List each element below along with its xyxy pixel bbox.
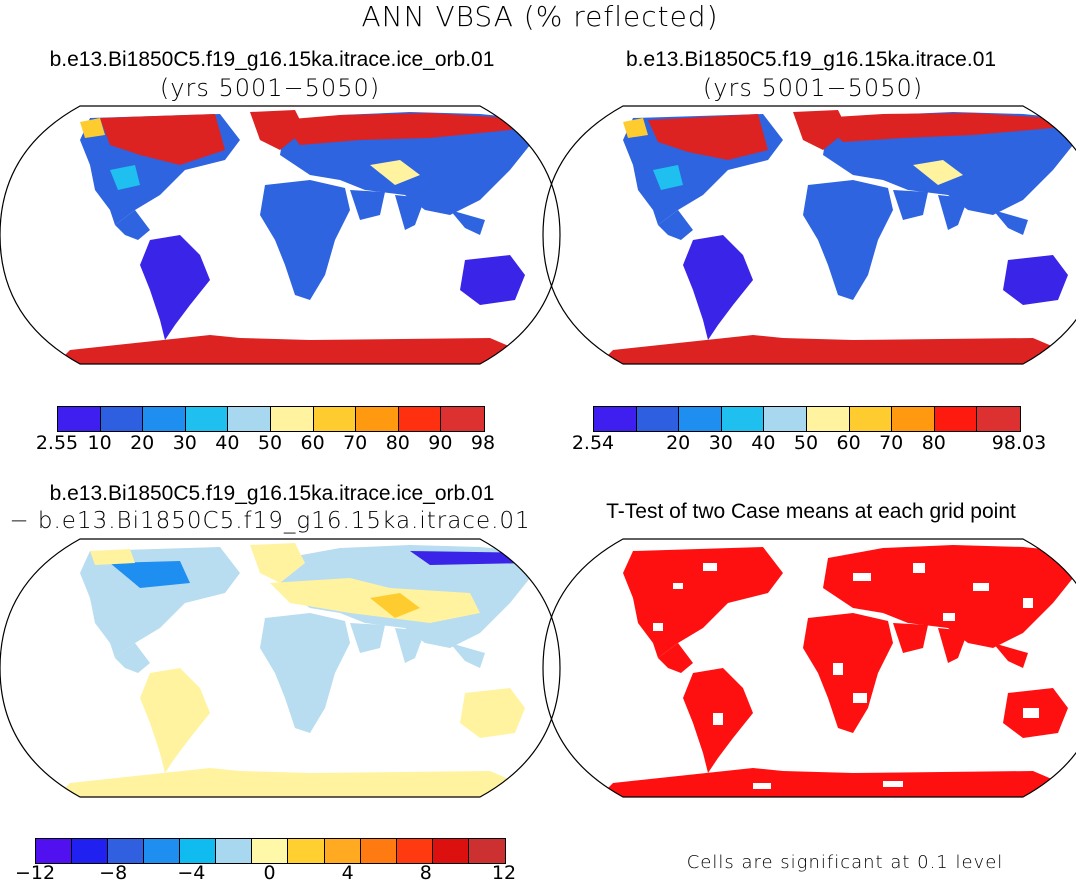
main-title: ANN VBSA (% reflected) [361,0,719,33]
colorbar-tick-label: −8 [99,862,128,884]
colorbar-tick-label: 20 [130,432,155,454]
panel-subtitle-top-right: (yrs 5001−5050) [702,74,924,102]
colorbar-tick-label: 50 [257,432,283,454]
colorbar-tick-label: 30 [708,432,733,454]
colorbar-tick-label: 40 [751,432,776,454]
colorbar-swatch [185,407,229,431]
panel-subtitle-bottom-left: − b.e13.Bi1850C5.f19_g16.15ka.itrace.01 [9,508,531,534]
colorbar-top-left [57,406,485,432]
colorbar-swatch [892,407,935,431]
colorbar-tick-label: 30 [172,432,197,454]
colorbar-swatch [180,839,217,863]
colorbar-tick-label: 98.03 [991,432,1047,454]
colorbar-swatch [324,839,361,863]
panel-title-bottom-left: b.e13.Bi1850C5.f19_g16.15ka.itrace.ice_o… [49,482,495,505]
colorbar-tick-label: 12 [491,862,517,884]
panel-title-top-right: b.e13.Bi1850C5.f19_g16.15ka.itrace.01 [625,48,997,71]
colorbar-swatch [144,839,181,863]
colorbar-tick-label: 0 [263,862,276,884]
colorbar-swatch [313,407,357,431]
map-top-right [542,105,1076,365]
colorbar-tick-label: 60 [836,432,861,454]
colorbar-swatch [432,839,469,863]
colorbar-swatch [143,407,186,431]
colorbar-tick-label: 80 [385,432,410,454]
colorbar-tick-label: 60 [300,432,325,454]
colorbar-swatch [72,839,109,863]
colorbar-tick-label: 80 [921,432,946,454]
colorbar-swatch [270,407,314,431]
colorbar-swatch [441,407,484,431]
colorbar-swatch [636,407,680,431]
colorbar-tick-label: 50 [793,432,819,454]
colorbar-swatch [216,839,253,863]
panel-title-bottom-right: T-Test of two Case means at each grid po… [606,500,1016,523]
colorbar-tick-label: 2.54 [571,432,615,454]
colorbar-tick-label: 98 [470,432,496,454]
colorbar-swatch [849,407,893,431]
panel-title-top-left: b.e13.Bi1850C5.f19_g16.15ka.itrace.ice_o… [49,48,495,71]
colorbar-tick-label: −12 [14,862,56,884]
colorbar-tick-label: 70 [343,432,368,454]
colorbar-top-right [593,406,1021,432]
colorbar-swatch [36,839,73,863]
significance-note: Cells are significant at 0.1 level [686,852,1004,873]
colorbar-tick-label: 10 [87,432,112,454]
colorbar-tick-label: −4 [177,862,206,884]
colorbar-swatch [594,407,637,431]
colorbar-swatch [721,407,765,431]
colorbar-swatch [356,407,399,431]
colorbar-swatch [977,407,1020,431]
colorbar-swatch [100,407,144,431]
panel-subtitle-top-left: (yrs 5001−5050) [159,74,381,102]
colorbar-tick-label: 40 [215,432,240,454]
colorbar-swatch [360,839,397,863]
colorbar-swatch [288,839,325,863]
colorbar-swatch [679,407,722,431]
map-top-left [0,105,561,365]
colorbar-swatch [252,839,289,863]
colorbar-swatch [764,407,807,431]
colorbar-swatch [934,407,978,431]
colorbar-bottom-left [35,838,506,864]
map-bottom-right [542,538,1076,798]
colorbar-tick-label: 20 [666,432,691,454]
colorbar-tick-label: 2.55 [35,432,79,454]
colorbar-tick-label: 90 [428,432,453,454]
colorbar-tick-label: 8 [419,862,432,884]
map-bottom-left [0,538,561,798]
colorbar-swatch [396,839,433,863]
colorbar-swatch [398,407,442,431]
colorbar-swatch [468,839,505,863]
colorbar-swatch [108,839,145,863]
colorbar-tick-label: 70 [879,432,904,454]
colorbar-swatch [806,407,850,431]
colorbar-tick-label: 4 [341,862,354,884]
colorbar-swatch [58,407,101,431]
colorbar-swatch [228,407,271,431]
